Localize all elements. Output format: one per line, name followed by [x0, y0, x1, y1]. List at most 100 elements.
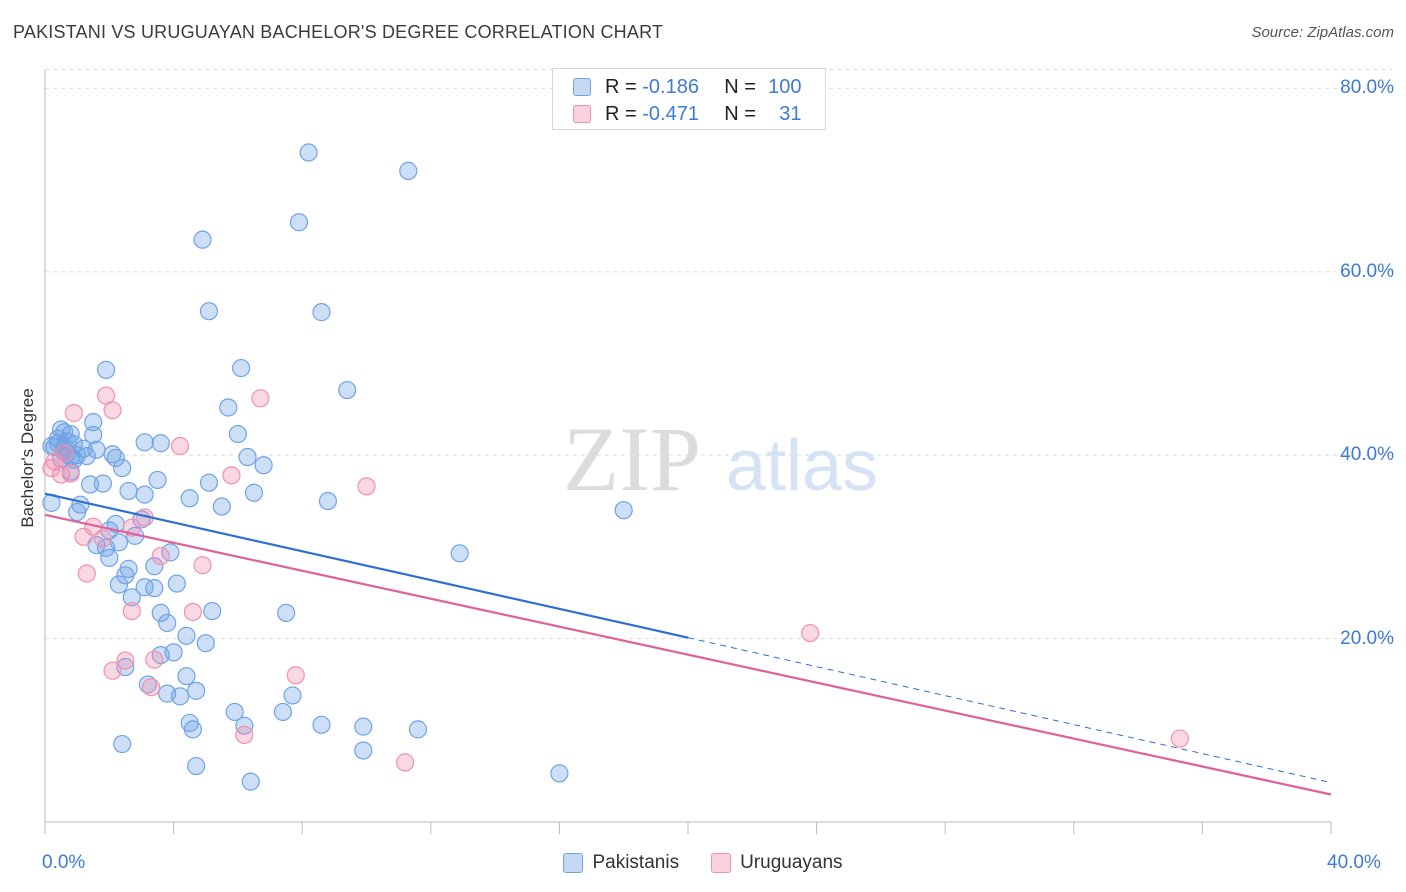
n-label: N = — [724, 102, 756, 125]
pakistanis-point — [80, 475, 100, 494]
pakistanis-point — [84, 413, 103, 432]
pakistanis-point — [148, 470, 167, 490]
pakistanis-point — [180, 489, 199, 508]
pakistanis-point — [167, 574, 186, 593]
pakistanis-point — [338, 380, 357, 400]
pakistanis-point — [614, 501, 633, 520]
x-tick-label: 40.0% — [1327, 852, 1381, 873]
n-value-uruguayans: 31 — [779, 102, 802, 125]
uruguayans-point — [141, 678, 161, 697]
pakistanis-point — [203, 601, 222, 621]
legend-row-uruguayans: R = -0.471 N = 31 — [573, 102, 802, 126]
legend-item-uruguayans[interactable]: Uruguayans — [711, 852, 843, 874]
pakistanis-point — [177, 626, 196, 645]
pakistanis-point — [232, 358, 251, 378]
chart-title: PAKISTANI VS URUGUAYAN BACHELOR'S DEGREE… — [13, 22, 664, 42]
pakistanis-point — [135, 578, 154, 597]
pakistanis-point — [145, 579, 164, 598]
gridlines — [45, 68, 1392, 640]
pakistanis-point — [550, 764, 569, 783]
uruguayans-point — [183, 602, 202, 622]
r-label: R = — [605, 75, 637, 98]
n-value-pakistanis: 100 — [768, 75, 802, 98]
pakistanis-point — [151, 603, 170, 623]
y-tick-label: 60.0% — [1340, 260, 1394, 282]
pakistanis-point — [187, 681, 206, 700]
pakistanis-point — [93, 474, 112, 493]
pakistanis-point — [84, 425, 103, 445]
pakistanis-point — [408, 720, 428, 739]
r-value-uruguayans: -0.471 — [642, 102, 699, 125]
pakistanis-point — [113, 734, 132, 754]
uruguayans-point — [222, 466, 241, 485]
pakistanis-point — [183, 720, 202, 739]
pakistanis-point — [277, 603, 296, 623]
r-label: R = — [605, 102, 637, 125]
pakistanis-point — [77, 446, 96, 466]
y-axis-label: Bachelor's Degree — [18, 388, 37, 528]
uruguayans-point — [74, 527, 93, 546]
pakistanis-point — [212, 497, 231, 516]
chart-source: Source: ZipAtlas.com — [1251, 24, 1394, 41]
pakistanis-swatch — [573, 78, 591, 96]
pakistanis-legend-label: Pakistanis — [592, 852, 680, 873]
pakistanis-point — [100, 548, 119, 567]
y-tick-label: 80.0% — [1340, 77, 1394, 99]
pakistanis-point — [135, 433, 154, 452]
uruguayans-legend-label: Uruguayans — [740, 852, 843, 873]
uruguayans-point — [235, 725, 254, 744]
uruguayans-point — [103, 661, 122, 680]
uruguayans-legend-swatch — [711, 853, 732, 873]
pakistanis-point — [312, 303, 331, 322]
pakistanis-point — [199, 473, 219, 492]
pakistanis-point — [244, 483, 264, 502]
r-value-pakistanis: -0.186 — [642, 75, 699, 98]
pakistanis-point — [354, 717, 373, 736]
watermark-zip: ZIP — [563, 408, 701, 510]
y-tick-label: 20.0% — [1340, 627, 1394, 649]
trend-lines — [44, 492, 1332, 796]
uruguayans-point — [193, 556, 212, 575]
n-label: N = — [724, 75, 756, 98]
pakistanis-point — [225, 702, 244, 722]
pakistanis-point — [196, 634, 215, 653]
pakistanis-point — [283, 686, 302, 705]
pakistanis-point — [135, 485, 154, 504]
watermark: ZIP atlas — [563, 408, 878, 510]
pakistanis-point — [58, 432, 77, 451]
pakistanis-legend-swatch — [563, 853, 584, 873]
uruguayans-point — [357, 477, 376, 496]
pakistanis-point — [219, 398, 238, 417]
uruguayans-point — [116, 651, 135, 670]
pakistanis-point — [235, 716, 254, 735]
legend-row-pakistanis: R = -0.186 N = 100 — [573, 75, 802, 99]
pakistanis-point — [241, 772, 260, 791]
y-tick-label: 40.0% — [1340, 444, 1394, 466]
uruguayans-point — [45, 452, 64, 471]
watermark-atlas: atlas — [726, 426, 878, 506]
pakistanis-point — [122, 588, 141, 607]
pakistanis-point — [193, 230, 212, 249]
pakistanis-point — [119, 481, 138, 501]
uruguayans-point — [395, 753, 415, 772]
pakistanis-point — [354, 741, 373, 760]
legend-item-pakistanis[interactable]: Pakistanis — [563, 852, 679, 874]
pakistanis-point — [138, 675, 157, 694]
pakistanis-point — [228, 424, 247, 444]
pakistanis-point — [177, 667, 196, 686]
pakistanis-point — [161, 543, 180, 562]
uruguayans-point — [145, 650, 164, 669]
pakistanis-point — [145, 557, 164, 576]
uruguayans-point — [170, 436, 190, 456]
uruguayans-point — [61, 464, 80, 483]
uruguayans-point — [251, 389, 270, 408]
uruguayans-point — [93, 529, 112, 548]
pakistanis-point — [164, 643, 183, 662]
series-legend: Pakistanis Uruguayans — [0, 852, 1406, 874]
pakistanis-point — [450, 544, 469, 563]
uruguayans-point — [122, 601, 141, 621]
uruguayans-point — [801, 623, 820, 643]
uruguayans-point — [64, 403, 84, 423]
pakistanis-point — [158, 613, 177, 633]
